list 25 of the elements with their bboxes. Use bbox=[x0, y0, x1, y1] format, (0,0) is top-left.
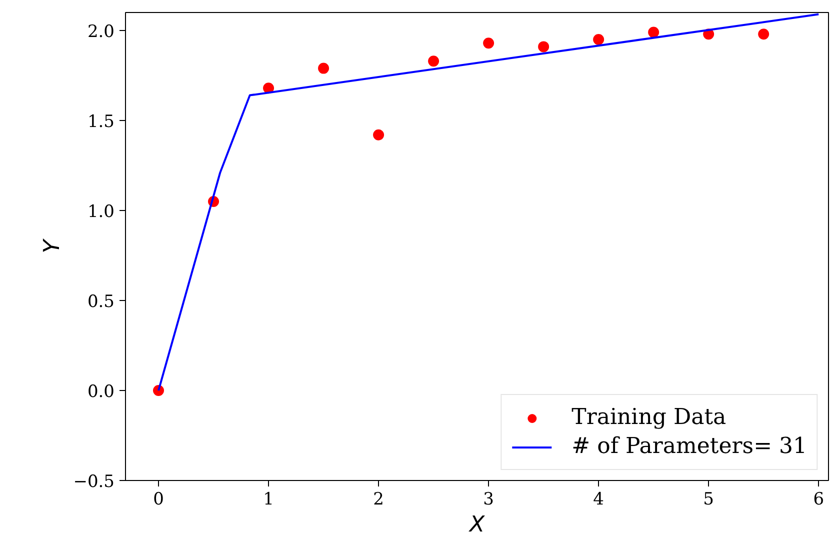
x-tick-label: 0 bbox=[153, 490, 164, 510]
legend-label: # of Parameters= 31 bbox=[572, 434, 807, 459]
x-tick-label: 5 bbox=[703, 490, 714, 510]
x-tick-label: 6 bbox=[813, 490, 824, 510]
point bbox=[483, 38, 494, 49]
point bbox=[758, 28, 770, 40]
legend-label: Training Data bbox=[572, 405, 726, 430]
x-axis-title: X bbox=[468, 512, 486, 538]
point bbox=[538, 41, 550, 52]
x-tick-label: 2 bbox=[373, 490, 384, 510]
y-tick-label: 0.0 bbox=[87, 382, 115, 402]
point bbox=[648, 26, 660, 38]
y-axis-title: Y bbox=[40, 238, 66, 254]
y-tick-label: 0.5 bbox=[87, 292, 115, 312]
point bbox=[318, 62, 330, 74]
point bbox=[593, 34, 604, 45]
y-tick-label: 1.5 bbox=[87, 112, 115, 132]
y-tick-label: 1.0 bbox=[87, 202, 115, 222]
point bbox=[428, 56, 440, 67]
x-tick-label: 4 bbox=[593, 490, 604, 510]
x-tick-label: 1 bbox=[263, 490, 274, 510]
point bbox=[373, 129, 384, 140]
x-tick-label: 3 bbox=[483, 490, 494, 510]
y-tick-label: −0.5 bbox=[73, 472, 114, 492]
y-tick-label: 2.0 bbox=[87, 22, 115, 42]
